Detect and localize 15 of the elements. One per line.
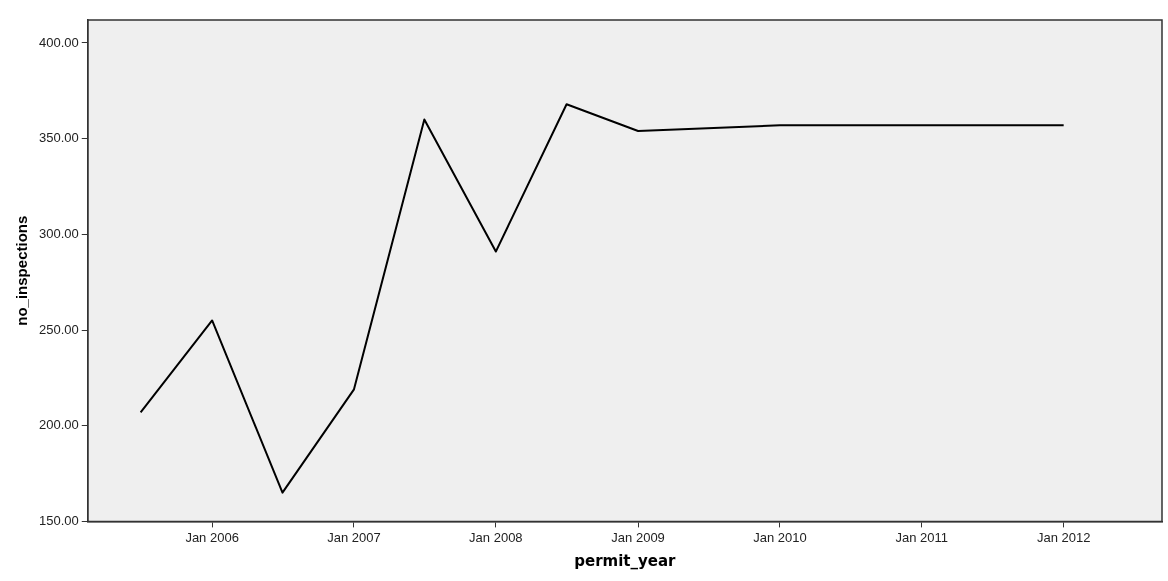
x-tick-label: Jan 2007 bbox=[327, 529, 381, 545]
x-tick-label: Jan 2012 bbox=[1036, 529, 1091, 545]
x-tick-label: Jan 2008 bbox=[469, 529, 523, 545]
x-tick-label: Jan 2011 bbox=[895, 529, 949, 545]
y-tick-label: 150.00 bbox=[39, 512, 79, 528]
x-tick-label: Jan 2009 bbox=[611, 529, 665, 545]
y-tick-label: 350.00 bbox=[39, 130, 79, 146]
y-axis-title: no_inspections bbox=[13, 215, 31, 326]
x-tick-label: Jan 2006 bbox=[185, 529, 239, 545]
y-tick-label: 300.00 bbox=[39, 225, 79, 241]
x-axis-title: permit_year bbox=[574, 551, 677, 570]
y-tick-label: 200.00 bbox=[39, 417, 79, 433]
y-tick-label: 250.00 bbox=[39, 321, 79, 337]
y-tick-label: 400.00 bbox=[39, 34, 79, 50]
x-tick-label: Jan 2010 bbox=[753, 529, 807, 545]
